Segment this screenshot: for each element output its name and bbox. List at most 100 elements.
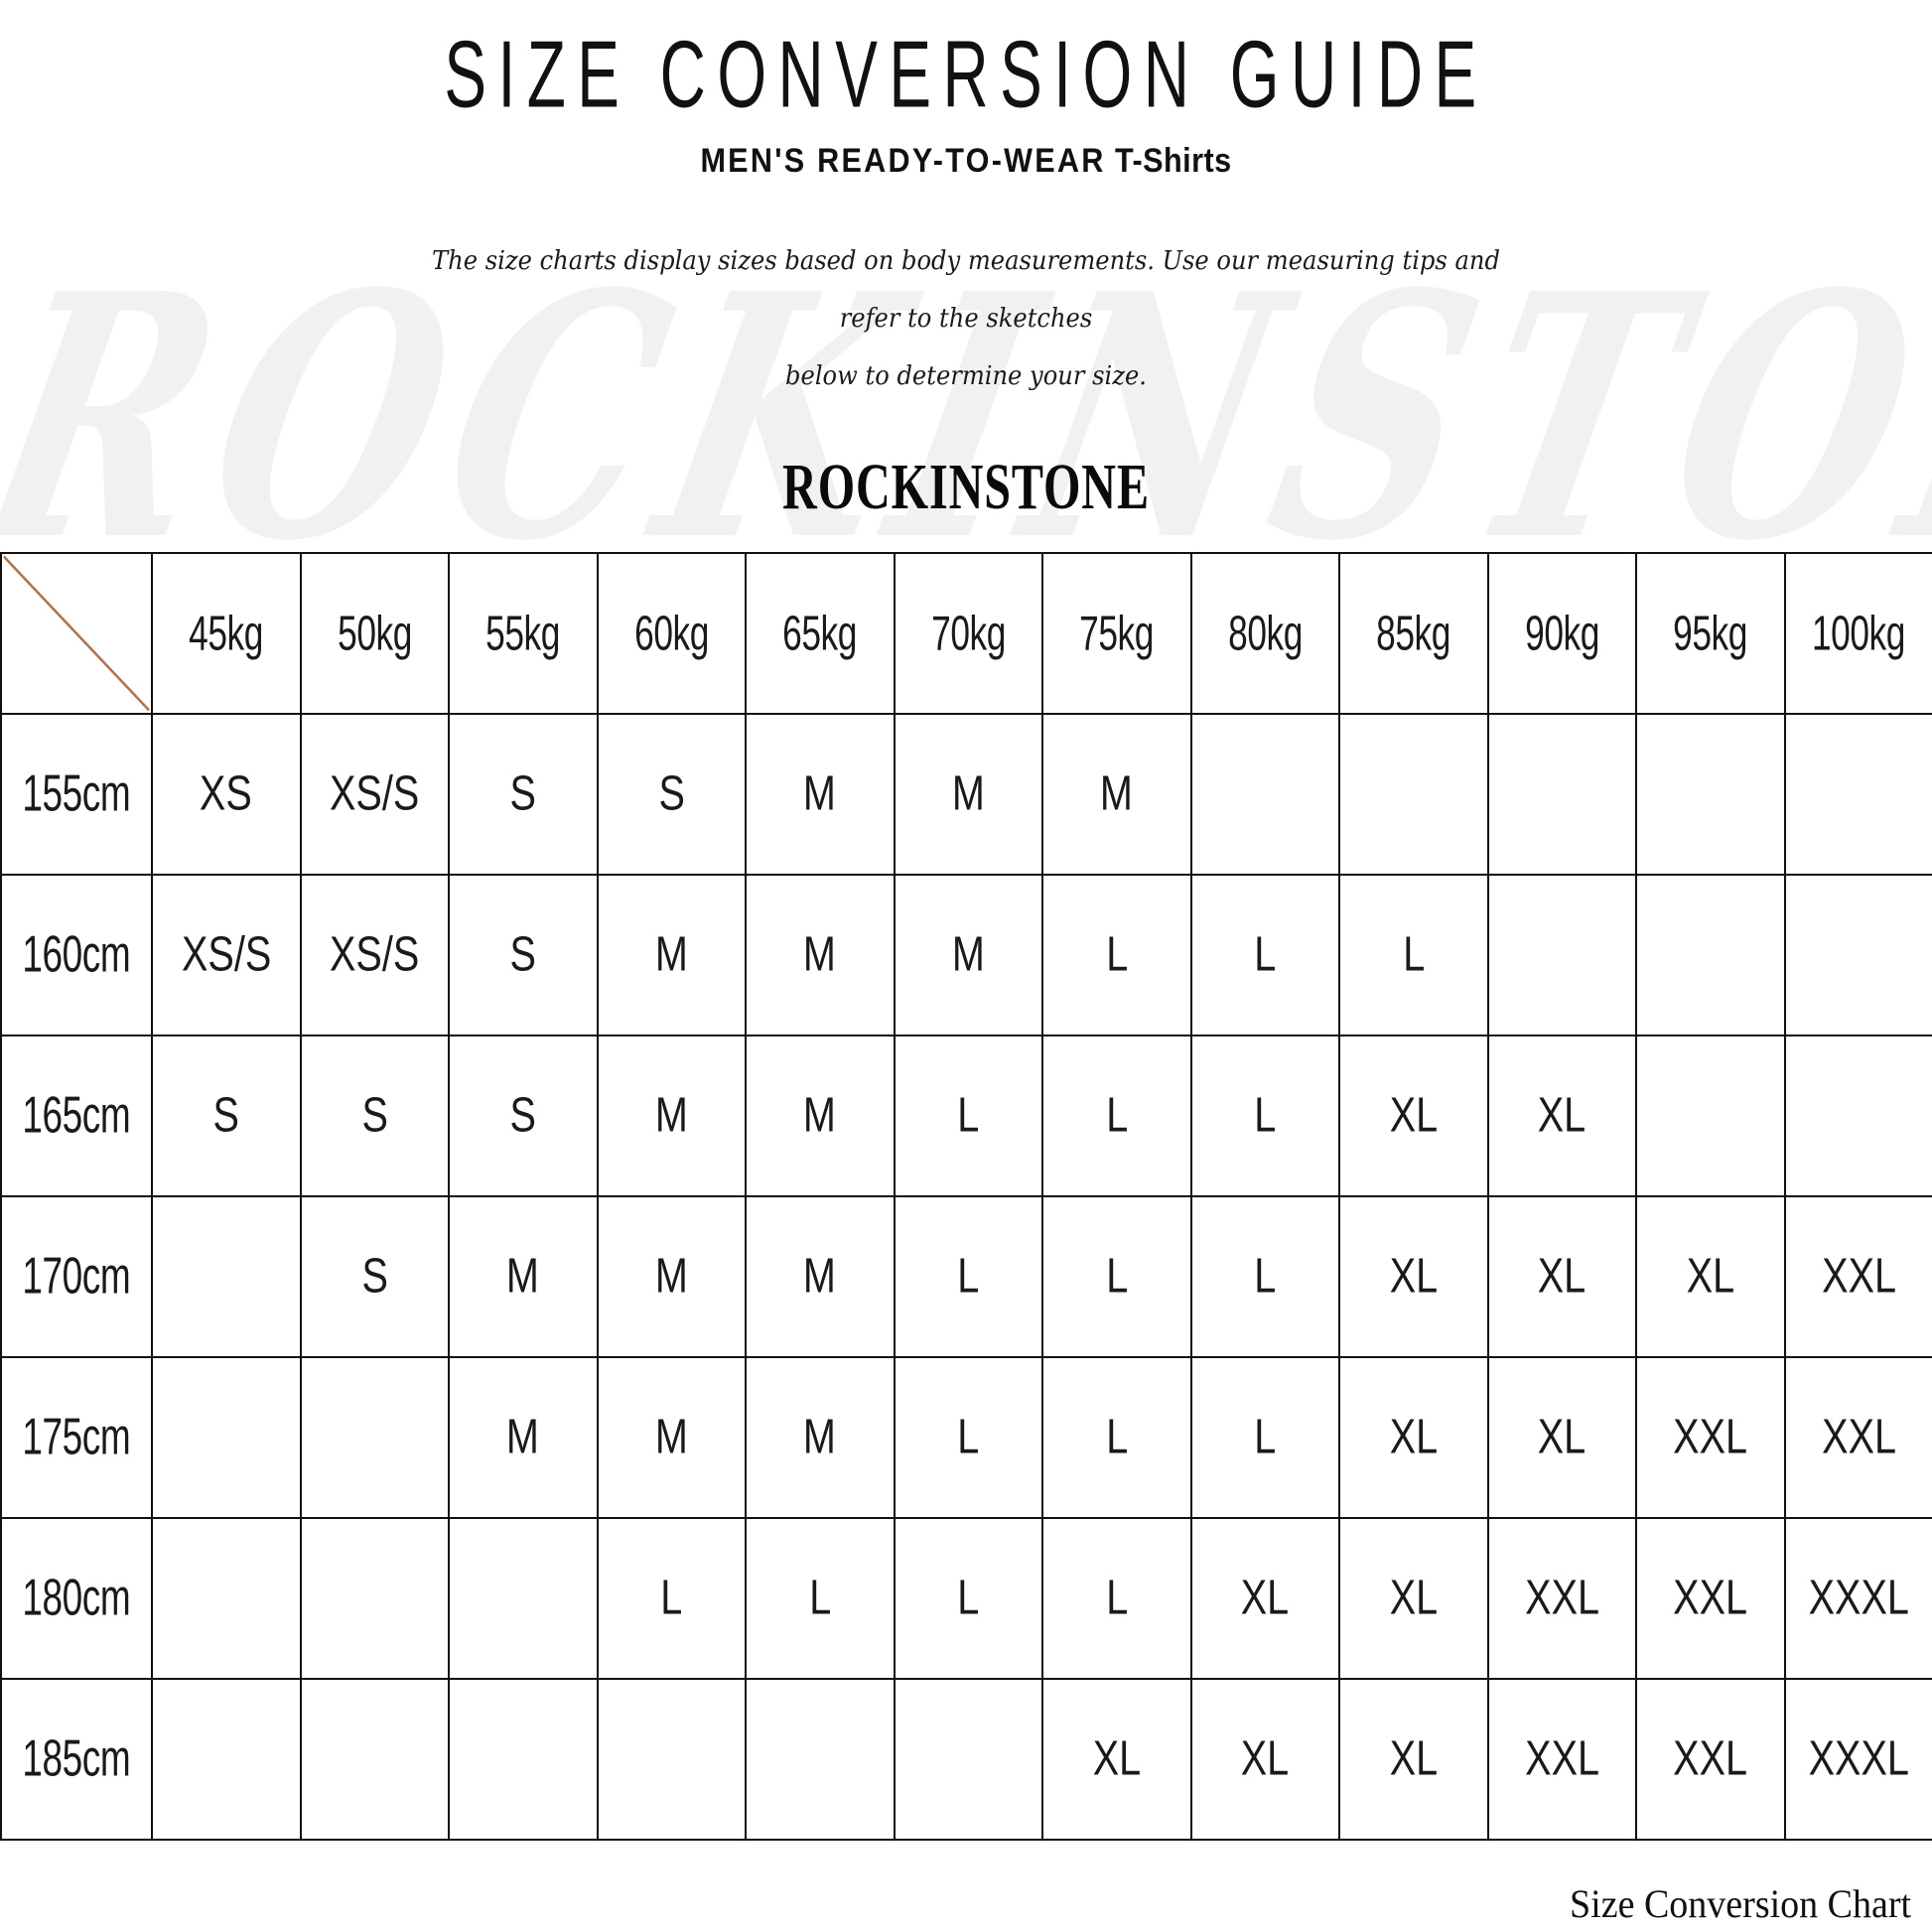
- size-cell: M: [596, 1195, 747, 1358]
- size-cell: M: [596, 874, 747, 1036]
- column-header-label: 45kg: [189, 605, 264, 661]
- row-header-height: 165cm: [0, 1035, 153, 1197]
- size-cell-label: L: [808, 1571, 831, 1625]
- size-cell-label: M: [803, 1088, 837, 1143]
- size-cell: XL: [1041, 1678, 1192, 1841]
- size-cell-label: L: [1254, 1249, 1277, 1304]
- size-cell-label: L: [1105, 1088, 1128, 1143]
- size-cell-label: M: [654, 1088, 688, 1143]
- size-cell: L: [1041, 1356, 1192, 1519]
- size-cell-label: XXL: [1821, 1410, 1896, 1464]
- column-header-weight: 75kg: [1041, 552, 1192, 715]
- size-cell-label: XXL: [1673, 1410, 1748, 1464]
- table-row: 185cm XL XL XL XXL XXL XXXL: [0, 1678, 1932, 1841]
- size-cell: [299, 1678, 450, 1841]
- table-body: 155cm XS XS/S S S M M M 160cm XS/S XS/S S M M M L L L 165c…: [0, 713, 1932, 1841]
- size-cell-label: L: [1402, 927, 1425, 982]
- size-cell: S: [299, 1035, 450, 1197]
- size-cell: S: [448, 874, 599, 1036]
- size-cell-label: XXL: [1524, 1731, 1599, 1786]
- size-cell: [745, 1678, 896, 1841]
- column-header-label: 90kg: [1524, 605, 1599, 661]
- column-header-label: 75kg: [1079, 605, 1155, 661]
- size-cell: [1338, 713, 1489, 876]
- size-cell: XL: [1338, 1356, 1489, 1519]
- subtitle-product: T-Shirts: [1115, 142, 1232, 180]
- size-cell-label: S: [361, 1249, 388, 1304]
- size-cell: [596, 1678, 747, 1841]
- size-cell-label: L: [957, 1249, 980, 1304]
- size-cell-label: XL: [1538, 1410, 1587, 1464]
- size-cell: L: [1189, 1356, 1340, 1519]
- size-cell: XXL: [1783, 1195, 1932, 1358]
- size-cell-label: XL: [1389, 1410, 1438, 1464]
- page-subtitle: MEN'S READY-TO-WEAR T-Shirts: [96, 106, 1835, 181]
- size-cell-label: S: [212, 1088, 239, 1143]
- size-cell: M: [893, 713, 1043, 876]
- size-cell: L: [1189, 874, 1340, 1036]
- size-cell: [1486, 713, 1637, 876]
- size-cell: [299, 1356, 450, 1519]
- size-cell: XXL: [1783, 1356, 1932, 1519]
- size-cell: XXL: [1486, 1517, 1637, 1680]
- size-cell-label: XS: [200, 766, 253, 821]
- size-cell-label: XXXL: [1808, 1731, 1909, 1786]
- size-cell: [893, 1678, 1043, 1841]
- column-header-weight: 70kg: [893, 552, 1043, 715]
- row-header-label: 185cm: [22, 1729, 131, 1788]
- size-table-container: 45kg 50kg 55kg 60kg 65kg 70kg 75kg 80kg 85kg 90kg…: [0, 506, 1932, 1841]
- table-row: 165cm S S S M M L L L XL XL: [0, 1035, 1932, 1197]
- size-cell: [299, 1517, 450, 1680]
- size-cell: [1635, 713, 1786, 876]
- size-cell-label: XXL: [1524, 1571, 1599, 1625]
- column-header-label: 85kg: [1376, 605, 1451, 661]
- size-cell: XS/S: [299, 874, 450, 1036]
- column-header-label: 70kg: [930, 605, 1006, 661]
- size-cell-label: L: [1254, 1088, 1277, 1143]
- size-cell-label: M: [506, 1410, 540, 1464]
- size-cell: [151, 1517, 302, 1680]
- subtitle-category: MEN'S READY-TO-WEAR: [700, 142, 1106, 180]
- size-cell: L: [1041, 1035, 1192, 1197]
- size-cell-label: XL: [1389, 1571, 1438, 1625]
- column-header-label: 80kg: [1227, 605, 1303, 661]
- row-header-label: 175cm: [22, 1408, 131, 1466]
- column-header-label: 100kg: [1812, 605, 1906, 661]
- size-cell: XL: [1189, 1678, 1340, 1841]
- size-cell: XL: [1338, 1517, 1489, 1680]
- size-cell: M: [893, 874, 1043, 1036]
- size-cell: M: [448, 1356, 599, 1519]
- size-cell: M: [448, 1195, 599, 1358]
- size-cell-label: XL: [1538, 1088, 1587, 1143]
- size-cell-label: XL: [1389, 1249, 1438, 1304]
- size-cell: [448, 1517, 599, 1680]
- column-header-weight: 85kg: [1338, 552, 1489, 715]
- size-cell: XS/S: [299, 713, 450, 876]
- size-cell: [1635, 874, 1786, 1036]
- page-description: The size charts display sizes based on b…: [421, 181, 1510, 405]
- size-cell-label: S: [361, 1088, 388, 1143]
- size-cell: XXL: [1635, 1517, 1786, 1680]
- size-cell-label: XL: [1686, 1249, 1734, 1304]
- size-cell: XL: [1486, 1356, 1637, 1519]
- size-cell-label: M: [951, 927, 985, 982]
- column-header-weight: 50kg: [299, 552, 450, 715]
- column-header-weight: 95kg: [1635, 552, 1786, 715]
- size-cell: S: [151, 1035, 302, 1197]
- size-cell-label: L: [1105, 1571, 1128, 1625]
- size-cell: XXXL: [1783, 1517, 1932, 1680]
- size-cell: L: [893, 1035, 1043, 1197]
- size-cell: M: [745, 1356, 896, 1519]
- size-cell: M: [745, 1195, 896, 1358]
- size-cell: XL: [1338, 1678, 1489, 1841]
- size-cell: M: [745, 1035, 896, 1197]
- size-cell: S: [448, 713, 599, 876]
- row-header-height: 175cm: [0, 1356, 153, 1519]
- column-header-label: 60kg: [633, 605, 709, 661]
- column-header-weight: 55kg: [448, 552, 599, 715]
- size-cell-label: M: [803, 766, 837, 821]
- size-cell: XL: [1338, 1195, 1489, 1358]
- table-row: 175cm M M M L L L XL XL XXL XXL: [0, 1356, 1932, 1519]
- size-cell: L: [1338, 874, 1489, 1036]
- size-cell-label: M: [654, 1249, 688, 1304]
